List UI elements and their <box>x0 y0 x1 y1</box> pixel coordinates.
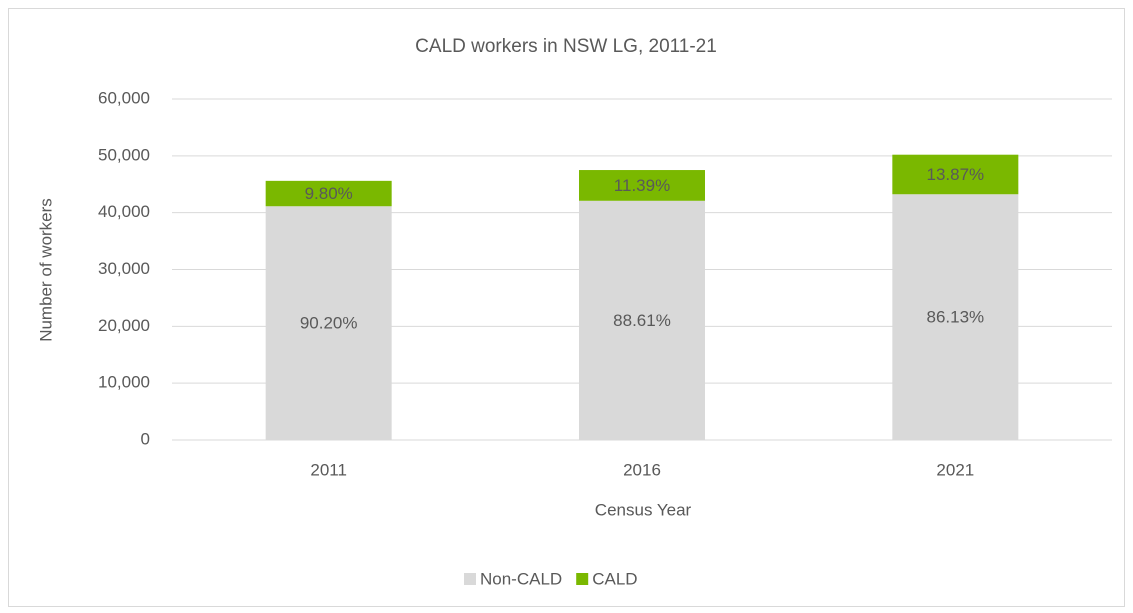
y-tick-label: 60,000 <box>98 88 150 107</box>
y-tick-label: 50,000 <box>98 145 150 164</box>
x-tick-label: 2021 <box>936 460 974 479</box>
y-tick-label: 40,000 <box>98 202 150 221</box>
y-tick-label: 30,000 <box>98 259 150 278</box>
bar-segment <box>265 180 392 207</box>
legend-label: Non-CALD <box>480 569 562 588</box>
bar-segment <box>892 154 1019 195</box>
data-label: 86.13% <box>926 308 984 327</box>
legend-label: CALD <box>592 569 637 588</box>
bar-segment <box>579 200 705 440</box>
data-label: 90.20% <box>300 314 358 333</box>
legend-swatch <box>576 573 589 585</box>
y-tick-label: 20,000 <box>98 316 150 335</box>
y-tick-label: 10,000 <box>98 373 150 392</box>
data-label: 88.61% <box>613 311 671 330</box>
bar-segment <box>265 206 392 440</box>
x-tick-label: 2016 <box>623 460 661 479</box>
data-label: 11.39% <box>614 176 670 195</box>
data-label: 13.87% <box>926 165 984 184</box>
x-tick-label: 2011 <box>310 460 347 479</box>
y-tick-label: 0 <box>141 429 150 448</box>
chart-title: CALD workers in NSW LG, 2011-21 <box>415 36 717 57</box>
x-axis-title: Census Year <box>595 500 692 519</box>
bar-segment <box>892 194 1019 440</box>
data-label: 9.80% <box>305 184 353 203</box>
bar-segment <box>579 170 705 201</box>
legend-swatch <box>464 573 476 585</box>
y-axis-title: Number of workers <box>36 198 55 342</box>
